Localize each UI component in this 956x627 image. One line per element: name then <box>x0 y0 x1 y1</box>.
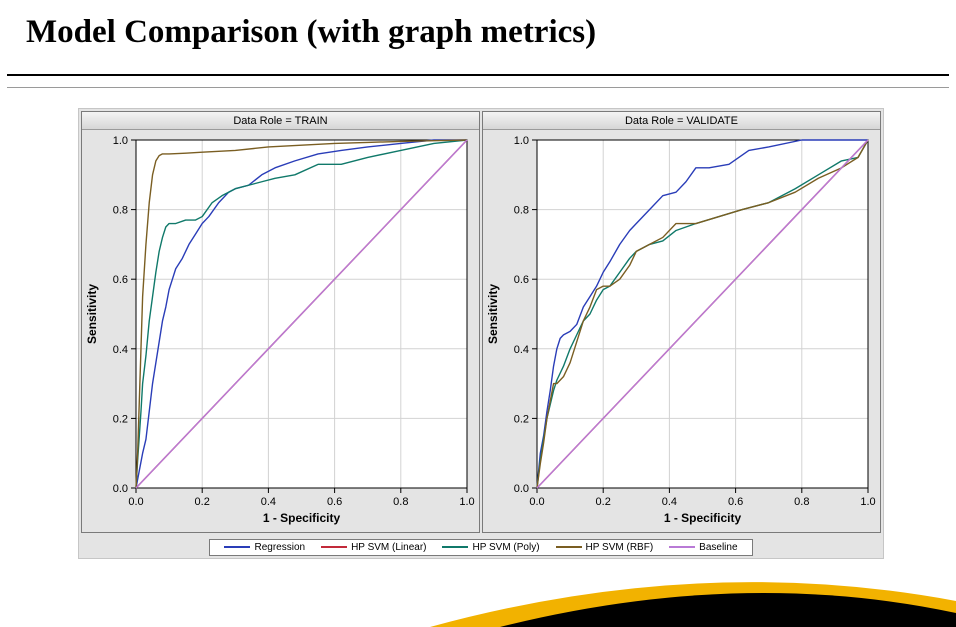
svg-text:Sensitivity: Sensitivity <box>85 284 99 344</box>
svg-text:1.0: 1.0 <box>514 135 529 147</box>
svg-text:0.8: 0.8 <box>794 496 809 508</box>
svg-text:0.4: 0.4 <box>514 344 529 356</box>
svg-text:0.4: 0.4 <box>261 496 276 508</box>
svg-text:0.0: 0.0 <box>113 483 128 495</box>
legend-label: HP SVM (RBF) <box>586 542 654 553</box>
panel-header-train: Data Role = TRAIN <box>82 112 479 130</box>
legend-item: Regression <box>218 542 311 553</box>
legend-item: Baseline <box>663 542 743 553</box>
plot-validate: 0.00.0 0.2 0.2 0.4 0.4 0.6 0.6 0.8 0.8 1.0 1.0 1 - … <box>483 130 880 532</box>
panels-row: Data Role = TRAIN 0.00.00.20.20.40.40.60… <box>81 111 881 533</box>
charts-container: Data Role = TRAIN 0.00.00.20.20.40.40.60… <box>78 108 884 559</box>
panel-header-validate: Data Role = VALIDATE <box>483 112 880 130</box>
svg-text:0.4: 0.4 <box>113 344 128 356</box>
panel-validate: Data Role = VALIDATE 0.00.00.20.20.40.40… <box>482 111 881 533</box>
legend-label: HP SVM (Linear) <box>351 542 426 553</box>
svg-text:0.6: 0.6 <box>514 274 529 286</box>
svg-text:0.0: 0.0 <box>128 496 143 508</box>
svg-text:0.8: 0.8 <box>113 205 128 217</box>
svg-text:1 - Specificity: 1 - Specificity <box>664 511 742 525</box>
legend-swatch <box>224 546 250 548</box>
svg-text:1.0: 1.0 <box>459 496 474 508</box>
svg-text:0.0: 0.0 <box>514 483 529 495</box>
page-title: Model Comparison (with graph metrics) <box>26 14 596 51</box>
slide-root: { "title": "Model Comparison (with graph… <box>0 0 956 627</box>
legend-row: Regression HP SVM (Linear) HP SVM (Poly) HP… <box>81 536 881 558</box>
svg-text:0.6: 0.6 <box>327 496 342 508</box>
title-block: Model Comparison (with graph metrics) <box>26 14 596 51</box>
legend-swatch <box>669 546 695 548</box>
svg-text:1 - Specificity: 1 - Specificity <box>263 511 341 525</box>
legend-swatch <box>321 546 347 548</box>
title-underline <box>7 74 949 76</box>
svg-text:0.0: 0.0 <box>529 496 544 508</box>
svg-text:0.2: 0.2 <box>514 413 529 425</box>
legend-item: HP SVM (Poly) <box>436 542 545 553</box>
legend-label: Baseline <box>699 542 737 553</box>
svg-text:0.2: 0.2 <box>596 496 611 508</box>
svg-text:0.6: 0.6 <box>113 274 128 286</box>
svg-text:0.2: 0.2 <box>195 496 210 508</box>
svg-text:0.8: 0.8 <box>393 496 408 508</box>
svg-text:1.0: 1.0 <box>860 496 875 508</box>
legend-swatch <box>442 546 468 548</box>
legend-label: Regression <box>254 542 305 553</box>
svg-text:0.4: 0.4 <box>662 496 677 508</box>
panel-train: Data Role = TRAIN 0.00.00.20.20.40.40.60… <box>81 111 480 533</box>
legend-swatch <box>556 546 582 548</box>
secondary-rule <box>7 87 949 88</box>
legend-box: Regression HP SVM (Linear) HP SVM (Poly) HP… <box>209 539 752 556</box>
legend-label: HP SVM (Poly) <box>472 542 539 553</box>
legend-item: HP SVM (RBF) <box>550 542 660 553</box>
svg-text:1.0: 1.0 <box>113 135 128 147</box>
footer-decoration <box>0 567 956 627</box>
svg-text:0.8: 0.8 <box>514 205 529 217</box>
svg-text:0.2: 0.2 <box>113 413 128 425</box>
svg-text:Sensitivity: Sensitivity <box>486 284 500 344</box>
plot-train: 0.00.0 0.2 0.2 0.4 0.4 0.6 0.6 0.8 0.8 1.0 1.0 1 - … <box>82 130 479 532</box>
svg-text:0.6: 0.6 <box>728 496 743 508</box>
legend-item: HP SVM (Linear) <box>315 542 432 553</box>
